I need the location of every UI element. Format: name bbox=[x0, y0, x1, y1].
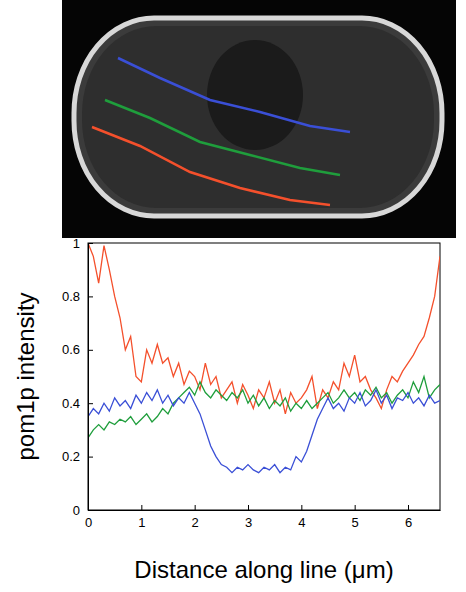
x-tick: 1 bbox=[138, 505, 145, 530]
y-axis-line bbox=[88, 244, 89, 511]
y-tick-label: 0.6 bbox=[62, 342, 80, 357]
y-tick-mark bbox=[88, 457, 93, 458]
x-tick-label: 6 bbox=[405, 515, 412, 530]
y-tick: 1 bbox=[73, 236, 93, 251]
y-tick-label: 1 bbox=[73, 236, 80, 251]
y-tick-mark bbox=[88, 510, 93, 511]
micrograph-background bbox=[62, 0, 456, 238]
figure: 0 1 2 3 4 5 6 0 0.2 0.4 0.6 0.8 1 pom1p intensity Dist… bbox=[0, 0, 466, 592]
series-line bbox=[88, 243, 440, 414]
y-tick-mark bbox=[88, 296, 93, 297]
scan-line bbox=[118, 58, 350, 132]
nucleus bbox=[207, 40, 303, 150]
x-tick-label: 5 bbox=[352, 515, 359, 530]
y-tick: 0 bbox=[73, 503, 93, 518]
scan-line bbox=[92, 127, 330, 205]
x-tick-mark bbox=[301, 505, 302, 510]
x-tick-label: 2 bbox=[192, 515, 199, 530]
x-axis: 0 1 2 3 4 5 6 bbox=[85, 505, 441, 530]
x-tick: 3 bbox=[245, 505, 252, 530]
y-tick-label: 0.2 bbox=[62, 449, 80, 464]
x-tick-mark bbox=[195, 505, 196, 510]
cell bbox=[74, 18, 442, 216]
y-tick: 0.4 bbox=[62, 396, 93, 411]
y-tick-label: 0.8 bbox=[62, 289, 80, 304]
y-tick-mark bbox=[88, 403, 93, 404]
y-tick-label: 0.4 bbox=[62, 396, 80, 411]
x-tick-label: 4 bbox=[298, 515, 305, 530]
x-tick-mark bbox=[408, 505, 409, 510]
y-tick: 0.2 bbox=[62, 449, 93, 464]
x-tick: 5 bbox=[352, 505, 359, 530]
x-tick-label: 0 bbox=[85, 515, 92, 530]
scan-line bbox=[105, 100, 340, 175]
micrograph bbox=[62, 0, 456, 238]
y-tick: 0.8 bbox=[62, 289, 93, 304]
y-tick-mark bbox=[88, 350, 93, 351]
x-tick: 2 bbox=[192, 505, 199, 530]
x-axis-title: Distance along line (μm) bbox=[134, 556, 393, 583]
cell-interior bbox=[82, 26, 434, 208]
x-tick-label: 3 bbox=[245, 515, 252, 530]
x-axis-line bbox=[89, 510, 441, 511]
x-tick: 4 bbox=[298, 505, 305, 530]
y-tick: 0.6 bbox=[62, 342, 93, 357]
series-line bbox=[88, 390, 440, 473]
plot-frame bbox=[88, 243, 440, 510]
y-axis: 0 0.2 0.4 0.6 0.8 1 bbox=[62, 236, 93, 518]
x-tick-mark bbox=[141, 505, 142, 510]
y-tick-mark bbox=[88, 243, 93, 244]
lines bbox=[88, 243, 440, 473]
x-tick-label: 1 bbox=[138, 515, 145, 530]
y-axis-title: pom1p intensity bbox=[12, 292, 39, 460]
series-line bbox=[88, 377, 440, 438]
x-tick-mark bbox=[248, 505, 249, 510]
x-tick: 6 bbox=[405, 505, 412, 530]
y-tick-label: 0 bbox=[73, 503, 80, 518]
x-tick-mark bbox=[355, 505, 356, 510]
